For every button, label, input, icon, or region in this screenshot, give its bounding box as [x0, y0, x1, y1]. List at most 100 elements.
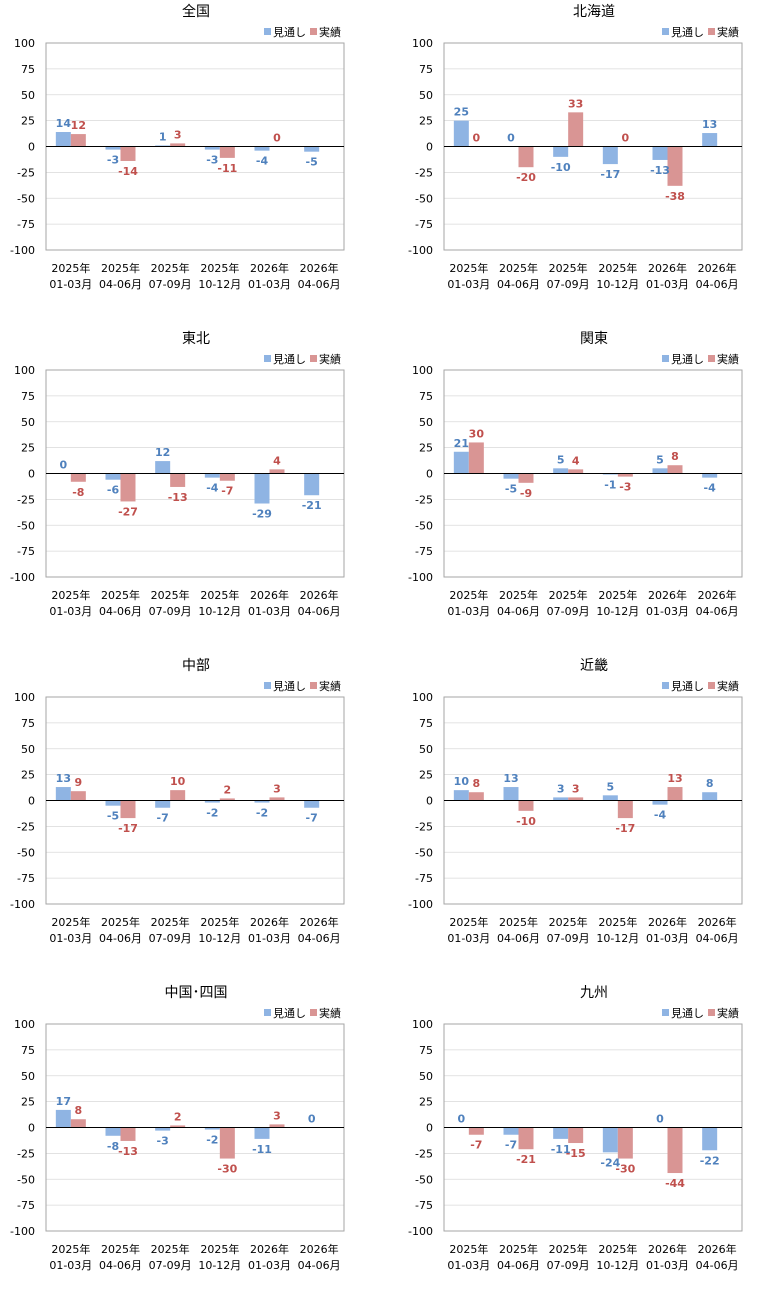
bar-actual	[219, 798, 235, 801]
x-tick-label-period: 04-06月	[99, 1259, 142, 1272]
chart-title: 関東	[580, 331, 608, 347]
bar-forecast	[453, 120, 469, 147]
data-label-forecast: -2	[256, 807, 268, 820]
x-tick-label-year: 2025年	[151, 1242, 190, 1256]
x-tick-label-period: 01-03月	[49, 278, 92, 291]
legend-label-forecast: 見通し	[671, 26, 704, 39]
y-tick-label: 0	[426, 141, 433, 154]
x-tick-label-period: 01-03月	[447, 278, 490, 291]
data-label-actual: 3	[572, 782, 580, 795]
data-label-forecast: -2	[206, 1134, 218, 1147]
x-tick-label-year: 2026年	[698, 1242, 737, 1256]
legend-swatch-actual	[310, 355, 317, 362]
bar-actual	[617, 473, 633, 477]
y-tick-label: -50	[415, 519, 433, 532]
bar-actual	[568, 1127, 584, 1144]
x-tick-label-year: 2025年	[598, 261, 637, 275]
x-tick-label-period: 10-12月	[198, 278, 241, 291]
chart-title: 東北	[182, 331, 210, 347]
x-tick-label-period: 10-12月	[198, 932, 241, 945]
legend-swatch-actual	[310, 682, 317, 689]
legend-label-actual: 実績	[319, 352, 341, 366]
legend-label-actual: 実績	[319, 1006, 341, 1020]
x-tick-label-period: 04-06月	[497, 1259, 540, 1272]
data-label-forecast: -17	[600, 168, 620, 181]
y-tick-label: 75	[419, 717, 433, 730]
x-tick-label-year: 2025年	[549, 915, 588, 929]
legend: 見通し 実績	[264, 352, 341, 366]
x-tick-label-year: 2025年	[449, 588, 488, 602]
bar-forecast	[602, 473, 618, 475]
bar-actual	[219, 146, 235, 158]
data-label-actual: -38	[665, 190, 685, 203]
data-label-actual: -7	[221, 485, 233, 498]
bar-forecast	[105, 1127, 121, 1136]
chart-title: 北海道	[573, 4, 615, 20]
data-label-forecast: -13	[650, 164, 670, 177]
bar-forecast	[55, 787, 71, 801]
x-tick-label-year: 2026年	[300, 1242, 339, 1256]
legend-label-actual: 実績	[319, 679, 341, 693]
legend-swatch-actual	[708, 355, 715, 362]
bar-forecast	[155, 800, 171, 808]
data-label-forecast: -5	[306, 156, 318, 169]
data-label-actual: 13	[667, 772, 682, 785]
bar-actual	[170, 143, 186, 147]
y-tick-label: 25	[419, 442, 433, 455]
x-tick-label-period: 01-03月	[248, 1259, 291, 1272]
x-tick-label-period: 04-06月	[99, 605, 142, 618]
x-tick-label-period: 04-06月	[696, 932, 739, 945]
y-tick-label: -100	[408, 244, 433, 257]
y-tick-label: 0	[28, 141, 35, 154]
y-tick-label: -75	[415, 1199, 433, 1212]
bar-actual	[70, 1119, 86, 1128]
data-label-actual: -9	[520, 487, 532, 500]
x-tick-label-period: 07-09月	[547, 605, 590, 618]
legend: 見通し 実績	[662, 1006, 739, 1020]
bar-forecast	[553, 797, 569, 801]
chart-panel-tohoku: 東北 見通し 実績 100 75 50 25 0 -25 -50 -75 -100 2025年 01-03…	[0, 327, 370, 637]
bar-forecast	[602, 795, 618, 801]
y-tick-label: 100	[14, 364, 35, 377]
bar-actual	[468, 1127, 484, 1135]
x-tick-label-period: 01-03月	[49, 932, 92, 945]
legend-swatch-actual	[310, 1009, 317, 1016]
data-label-forecast: 0	[458, 1113, 466, 1126]
data-label-actual: 30	[469, 427, 485, 440]
bar-actual	[568, 469, 584, 474]
bar-actual	[219, 473, 235, 481]
chart-panel-zenkoku: 全国 見通し 実績 100 75 50 25 0 -25 -50 -75 -100 2025年 01-03…	[0, 0, 370, 310]
y-tick-label: -25	[17, 820, 35, 833]
data-label-forecast: -11	[551, 1143, 571, 1156]
data-label-forecast: -6	[107, 484, 120, 497]
x-tick-label-year: 2025年	[101, 915, 140, 929]
x-tick-label-year: 2025年	[101, 588, 140, 602]
y-tick-label: -100	[10, 244, 35, 257]
data-label-forecast: 13	[503, 772, 518, 785]
legend: 見通し 実績	[264, 1006, 341, 1020]
x-tick-label-year: 2025年	[598, 915, 637, 929]
x-tick-label-period: 07-09月	[149, 932, 192, 945]
x-tick-label-period: 01-03月	[447, 605, 490, 618]
x-tick-label-year: 2025年	[151, 261, 190, 275]
bar-forecast	[155, 145, 171, 147]
x-tick-label-period: 04-06月	[298, 1259, 341, 1272]
x-tick-label-year: 2025年	[51, 261, 90, 275]
y-tick-label: 100	[412, 1018, 433, 1031]
x-tick-label-period: 01-03月	[646, 932, 689, 945]
y-tick-label: -100	[408, 1225, 433, 1238]
bar-forecast	[105, 146, 121, 150]
x-tick-label-period: 04-06月	[298, 605, 341, 618]
data-label-forecast: 5	[557, 453, 565, 466]
x-tick-label-year: 2025年	[51, 915, 90, 929]
data-label-actual: -21	[516, 1153, 536, 1166]
data-label-actual: 3	[273, 782, 281, 795]
legend-label-forecast: 見通し	[671, 353, 704, 366]
legend-label-forecast: 見通し	[671, 680, 704, 693]
bar-forecast	[453, 451, 469, 474]
legend: 見通し 実績	[662, 679, 739, 693]
data-label-actual: -13	[168, 491, 188, 504]
x-tick-label-year: 2025年	[200, 1242, 239, 1256]
legend: 見通し 実績	[662, 352, 739, 366]
